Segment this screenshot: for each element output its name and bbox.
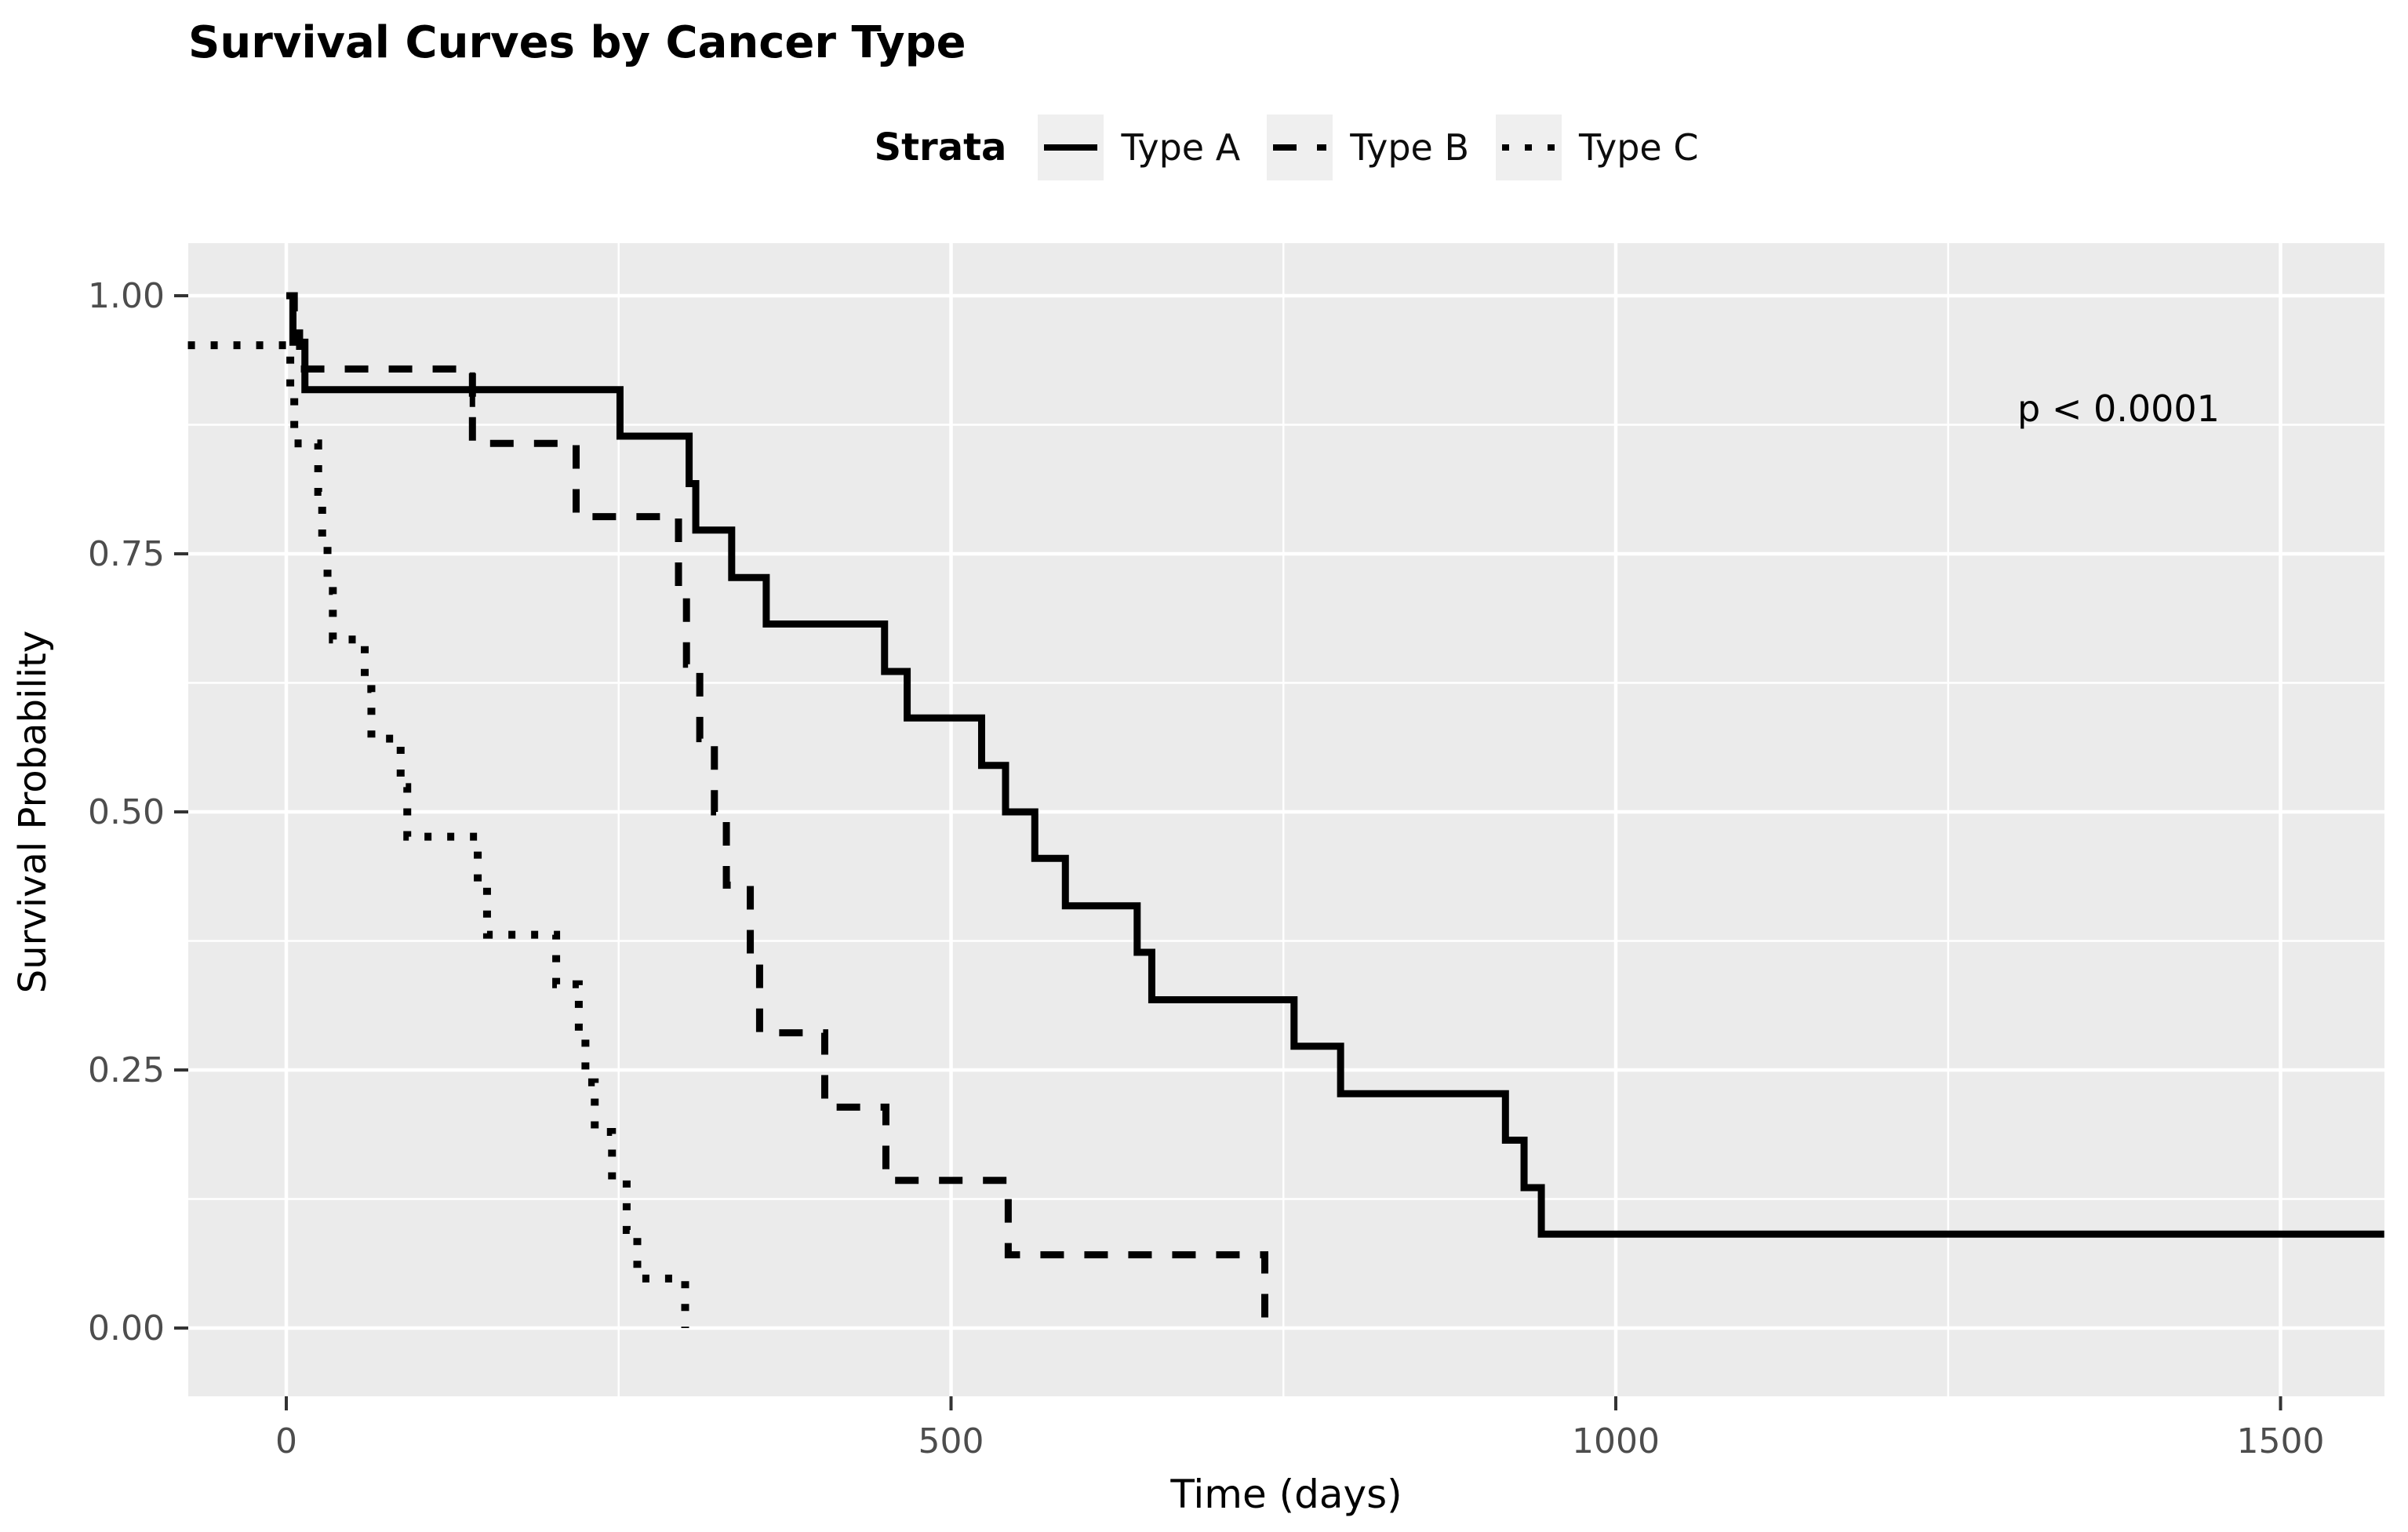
y-tick-label: 0.00 <box>88 1308 165 1348</box>
x-tick-label: 1000 <box>1572 1421 1660 1461</box>
legend-item-type-a: Type A <box>1038 115 1240 180</box>
legend-label-type-b: Type B <box>1350 126 1470 169</box>
axis-tick-marks <box>174 294 2283 1410</box>
legend-key-solid-line-icon <box>1038 115 1104 180</box>
legend-key-dotted-line-icon <box>1496 115 1562 180</box>
minor-gridlines <box>188 243 2384 1396</box>
curve-type-b <box>286 292 1269 1328</box>
survival-curves <box>187 292 2384 1328</box>
y-tick-label: 0.25 <box>88 1050 165 1090</box>
major-gridlines <box>188 243 2384 1396</box>
legend-item-type-c: Type C <box>1496 115 1698 180</box>
legend-key-dashed-line-icon <box>1267 115 1333 180</box>
curve-type-c <box>187 341 689 1328</box>
x-tick-label: 500 <box>918 1421 984 1461</box>
x-tick-label: 1500 <box>2237 1421 2325 1461</box>
legend: Strata Type A Type B Type C <box>188 115 2384 180</box>
legend-label-type-c: Type C <box>1579 126 1699 169</box>
y-tick-label: 1.00 <box>88 276 165 316</box>
legend-item-type-b: Type B <box>1267 115 1469 180</box>
p-value-annotation: p < 0.0001 <box>2017 388 2220 430</box>
y-tick-label: 0.50 <box>88 792 165 832</box>
y-axis-tick-labels: 0.00 0.25 0.50 0.75 1.00 <box>88 276 165 1348</box>
plot-panel <box>188 243 2384 1396</box>
legend-label-type-a: Type A <box>1121 126 1241 169</box>
legend-title: Strata <box>874 126 1007 169</box>
x-tick-label: 0 <box>275 1421 297 1461</box>
y-axis-title: Survival Probability <box>11 631 55 994</box>
x-axis-title: Time (days) <box>1169 1472 1402 1517</box>
chart-title: Survival Curves by Cancer Type <box>188 17 966 68</box>
x-axis-tick-labels: 0 500 1000 1500 <box>275 1421 2324 1461</box>
y-tick-label: 0.75 <box>88 534 165 574</box>
curve-type-a <box>286 292 2384 1238</box>
